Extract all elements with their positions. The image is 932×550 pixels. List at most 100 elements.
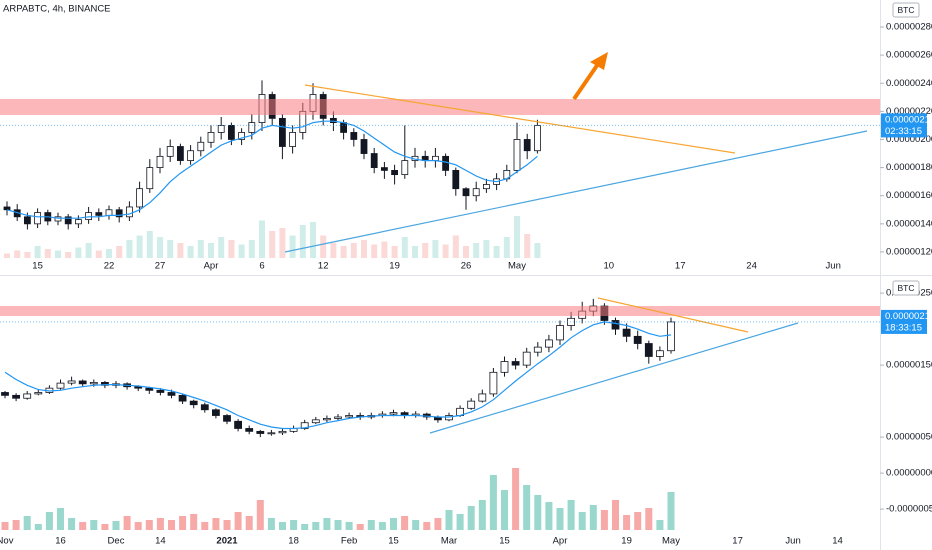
volume-bar xyxy=(256,500,264,530)
candle-body xyxy=(452,170,460,190)
candle-body xyxy=(136,188,144,208)
volume-bar xyxy=(14,250,21,258)
candle-body xyxy=(656,350,664,357)
candle-body xyxy=(200,404,209,411)
y-tick-label: 0.00000260 xyxy=(886,50,932,61)
volume-bar xyxy=(201,522,209,530)
volume-bar xyxy=(134,522,142,530)
volume-bar xyxy=(208,243,214,258)
price-tag-label: 0.00000210 xyxy=(885,311,932,322)
volume-bar xyxy=(279,522,286,530)
volume-bar xyxy=(301,524,309,530)
candle-body xyxy=(533,346,542,353)
volume-bar xyxy=(259,220,265,258)
candle-body xyxy=(115,209,123,218)
volume-bar xyxy=(299,225,306,258)
candle-body xyxy=(278,430,287,434)
price-tag xyxy=(881,113,927,138)
volume-bar xyxy=(656,520,664,530)
volume-bar xyxy=(432,240,439,258)
volume-bar xyxy=(177,243,184,258)
candle-body xyxy=(23,216,31,225)
candle-body xyxy=(622,328,631,337)
arrow-shaft xyxy=(572,62,600,101)
volume-bar xyxy=(323,518,331,530)
trend-line xyxy=(429,322,799,434)
volume-bar xyxy=(390,518,397,530)
volume-bar xyxy=(350,243,357,258)
x-tick-label: Mar xyxy=(441,536,457,547)
volume-bar xyxy=(523,485,531,530)
candle-body xyxy=(667,321,675,352)
volume-bar xyxy=(45,512,53,530)
candle-body xyxy=(545,339,553,348)
candle-body xyxy=(64,216,72,225)
candle-body xyxy=(23,393,32,399)
volume-bar xyxy=(381,241,388,258)
candle-body xyxy=(513,139,521,171)
x-tick-label: 26 xyxy=(461,261,472,272)
x-tick-label: 24 xyxy=(746,261,757,272)
volume-bar xyxy=(167,240,174,258)
volume-bar xyxy=(1,522,9,530)
candle-body xyxy=(522,351,531,366)
x-tick-label: Dec xyxy=(108,536,125,547)
y-tick-label: 0.00000150 xyxy=(886,360,932,371)
volume-bar xyxy=(371,244,378,258)
volume-bar xyxy=(190,514,198,530)
volume-bar xyxy=(452,235,459,258)
y-tick-label: 0.00000220 xyxy=(886,106,932,117)
candle-body xyxy=(334,416,342,419)
drawings xyxy=(0,52,880,434)
volume-bar xyxy=(422,243,429,258)
volume-bar xyxy=(412,520,420,530)
candle-body xyxy=(278,117,286,147)
x-tick-label: Apr xyxy=(553,536,568,547)
candle-body xyxy=(401,160,409,176)
y-tick-label: 0.00000240 xyxy=(886,78,932,89)
volume-bar xyxy=(4,253,10,258)
candle-body xyxy=(489,371,498,395)
volume-bar xyxy=(534,243,541,258)
volume-bar xyxy=(434,518,442,530)
candle-body xyxy=(75,219,82,225)
candle-body xyxy=(95,212,103,216)
candle-body xyxy=(178,394,187,402)
candle-body xyxy=(3,206,11,211)
volume-bar xyxy=(463,246,469,258)
candle-body xyxy=(67,380,76,384)
unit-label: BTC xyxy=(898,283,915,293)
volume-bar xyxy=(556,508,564,530)
x-tick-label: 22 xyxy=(104,261,115,272)
x-tick-label: 19 xyxy=(389,261,400,272)
volume-bar xyxy=(157,237,163,258)
x-tick-label: 17 xyxy=(675,261,686,272)
volume-bar xyxy=(473,243,480,258)
y-tick-label: 0.00000000 xyxy=(886,468,932,479)
candle-body xyxy=(78,380,87,385)
volume-bar xyxy=(101,524,109,530)
candle-body xyxy=(126,206,133,218)
candle-body xyxy=(238,132,246,140)
x-tick-label: 12 xyxy=(318,261,329,272)
volume-bar xyxy=(412,246,418,258)
volume-bar xyxy=(168,520,175,530)
volume-bar xyxy=(223,520,231,530)
volume-bar xyxy=(401,516,409,530)
candle-body xyxy=(500,361,509,373)
candle-body xyxy=(227,125,235,140)
volume-bar xyxy=(578,512,586,530)
candle-body xyxy=(300,422,309,429)
volume-bar xyxy=(534,495,542,530)
plot-area xyxy=(1,80,675,530)
volume-bar xyxy=(126,240,133,258)
volume-bar xyxy=(267,518,275,530)
volume-bar xyxy=(467,506,475,530)
volume-bar xyxy=(445,510,453,530)
volume-bar xyxy=(79,522,87,530)
y-tick-label: 0.00000200 xyxy=(886,134,932,145)
volume-bar xyxy=(187,246,194,258)
x-tick-label: 16 xyxy=(55,536,66,547)
